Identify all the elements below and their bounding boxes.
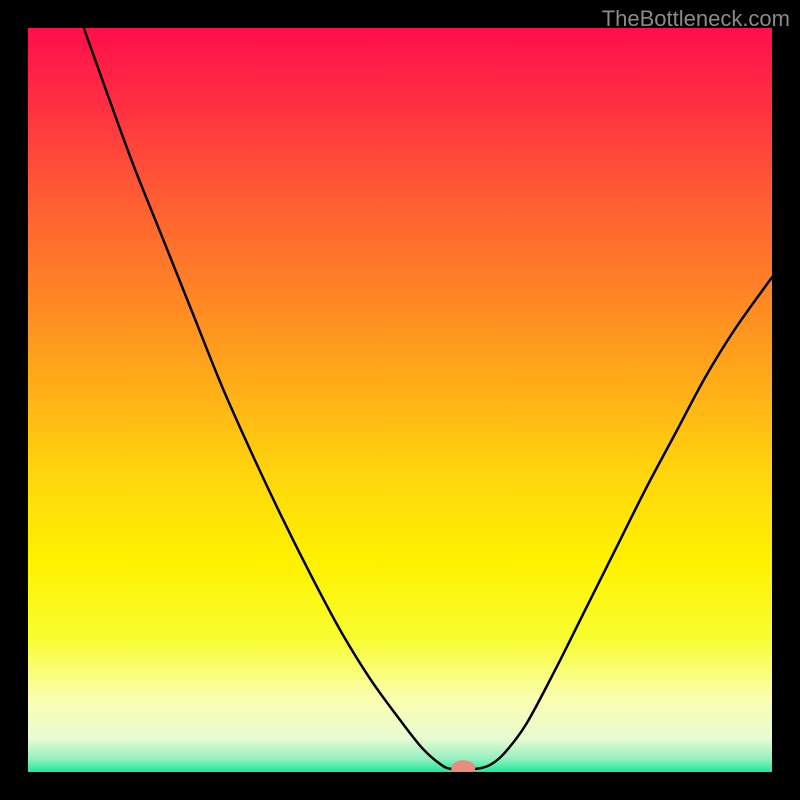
- gradient-background: [28, 28, 772, 772]
- watermark-text: TheBottleneck.com: [602, 6, 790, 32]
- chart-container: [28, 28, 772, 772]
- bottleneck-curve-chart: [28, 28, 772, 772]
